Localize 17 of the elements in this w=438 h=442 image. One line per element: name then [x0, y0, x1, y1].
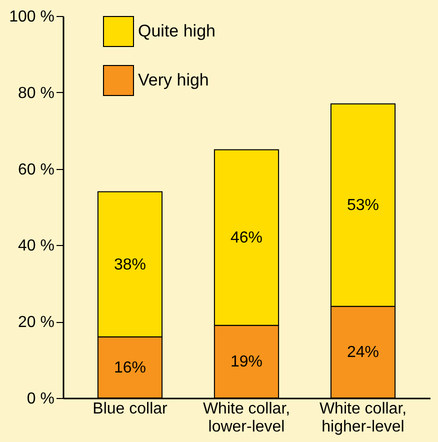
y-tick-label: 60 % [18, 161, 54, 178]
data-label: 24% [346, 344, 380, 362]
data-label: 19% [230, 354, 263, 371]
data-label: 46% [230, 230, 263, 247]
legend-label: Quite high [138, 22, 216, 40]
x-tick-label: Blue collar [92, 400, 168, 418]
data-label: 38% [114, 256, 146, 274]
data-label: 53% [346, 197, 380, 214]
x-tick-label: White collar, lower-level [202, 400, 290, 436]
y-tick-label: 0 % [26, 390, 54, 408]
y-tick-label: 20 % [18, 314, 54, 332]
y-tick-label: 100 % [9, 8, 54, 26]
x-tick-label: White collar, higher-level [319, 400, 407, 436]
legend-label: Very high [138, 70, 209, 90]
y-tick-label: 40 % [18, 238, 54, 255]
data-label: 16% [114, 359, 146, 376]
y-tick-label: 80 % [18, 84, 54, 102]
